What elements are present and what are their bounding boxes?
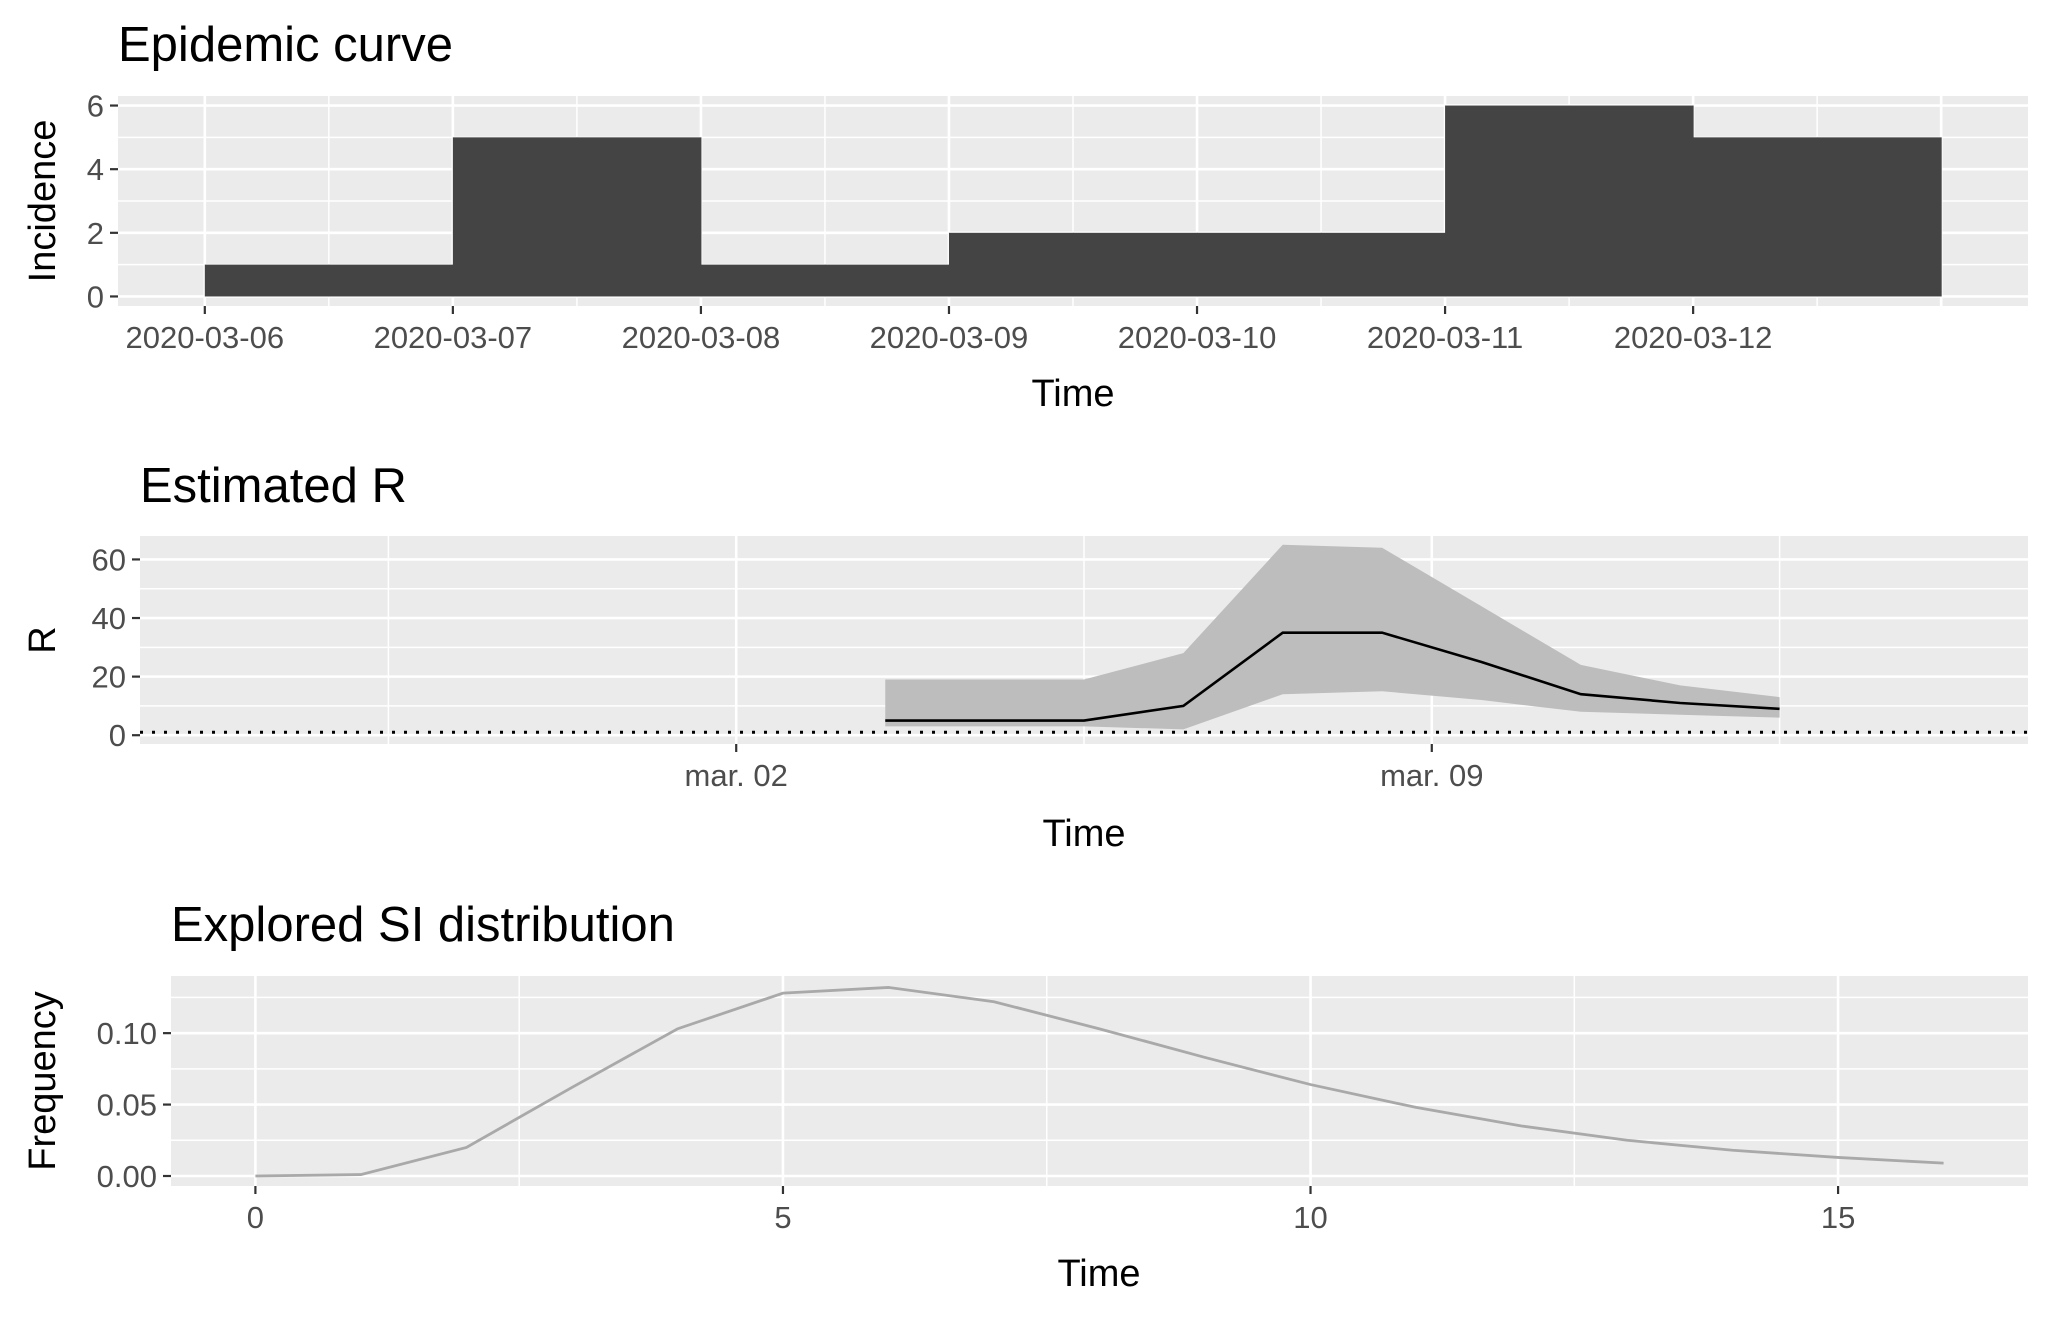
si-distribution-line (255, 986, 1944, 1178)
estimated-r-xtick-label: mar. 02 (685, 758, 788, 793)
estimated-r-ytick-label: 40 (92, 601, 126, 636)
r-mean-line (885, 631, 1780, 722)
epidemic-curve-bars (204, 105, 1942, 297)
si-distribution-xtick-label: 15 (1821, 1200, 1855, 1235)
incidence-bar (1693, 137, 1818, 297)
incidence-bar (824, 264, 950, 297)
incidence-bar (700, 264, 826, 297)
epidemic-curve-xtick-label: 2020-03-09 (870, 320, 1029, 355)
epidemic-curve-axes: 2020-03-06 2020-03-07 2020-03-08 2020-03-09… (87, 89, 1773, 355)
epidemic-curve-ytick-label: 4 (87, 152, 104, 187)
si-distribution-axes: 0 5 10 15 0.00 0.05 0.10 (97, 1016, 1856, 1235)
incidence-bar (576, 137, 702, 297)
incidence-bar (948, 232, 1074, 297)
si-distribution-xlabel: Time (1057, 1253, 1140, 1295)
estimated-r-axes: mar. 02 mar. 09 0 20 40 60 (92, 542, 1484, 793)
estimated-r-xtick-label: mar. 09 (1380, 758, 1483, 793)
epidemic-curve-xtick-label: 2020-03-11 (1367, 320, 1523, 355)
incidence-bar (1321, 232, 1446, 297)
estimated-r-ytick-label: 20 (92, 660, 126, 695)
epidemic-curve-xtick-label: 2020-03-07 (374, 320, 533, 355)
incidence-bar (1073, 232, 1198, 297)
incidence-bar (1817, 137, 1942, 297)
si-distribution-ytick-label: 0.00 (97, 1159, 157, 1194)
si-distribution-ytick-label: 0.10 (97, 1016, 157, 1051)
incidence-bar (452, 137, 578, 297)
si-distribution-xtick-label: 5 (774, 1200, 791, 1235)
si-distribution-marks (255, 986, 1944, 1178)
si-distribution-ytick-label: 0.05 (97, 1088, 157, 1123)
epidemic-curve-ylabel: Incidence (22, 120, 64, 283)
si-distribution-grid (171, 976, 2028, 1186)
estimated-r-marks (140, 544, 2028, 734)
epidemic-curve-ytick-label: 6 (87, 89, 104, 124)
estimated-r-ytick-label: 60 (92, 542, 126, 577)
si-distribution-title: Explored SI distribution (171, 898, 675, 952)
epidemic-curve-xtick-label: 2020-03-08 (622, 320, 781, 355)
incidence-bar (1569, 105, 1694, 297)
incidence-bar (204, 264, 330, 297)
si-distribution-xtick-label: 10 (1293, 1200, 1327, 1235)
epidemic-curve-ytick-label: 0 (87, 279, 104, 314)
epidemic-curve-xlabel: Time (1031, 373, 1114, 415)
epidemic-curve-xtick-label: 2020-03-10 (1118, 320, 1277, 355)
r-credible-interval-band (885, 544, 1780, 730)
si-distribution-xtick-label: 0 (247, 1200, 264, 1235)
incidence-bar (1445, 105, 1570, 297)
epidemic-curve-xtick-label: 2020-03-06 (126, 320, 285, 355)
estimated-r-xlabel: Time (1042, 813, 1125, 855)
estimated-r-ylabel: R (22, 626, 64, 653)
incidence-bar (1197, 232, 1322, 297)
si-distribution-panel (171, 976, 2028, 1186)
incidence-bar (328, 264, 454, 297)
epidemic-curve-title: Epidemic curve (118, 18, 453, 72)
estimated-r-title: Estimated R (140, 459, 407, 513)
si-distribution-ylabel: Frequency (22, 991, 64, 1171)
epidemic-curve-ytick-label: 2 (87, 216, 104, 251)
estimated-r-ytick-label: 0 (109, 718, 126, 753)
epidemic-curve-xtick-label: 2020-03-12 (1614, 320, 1773, 355)
